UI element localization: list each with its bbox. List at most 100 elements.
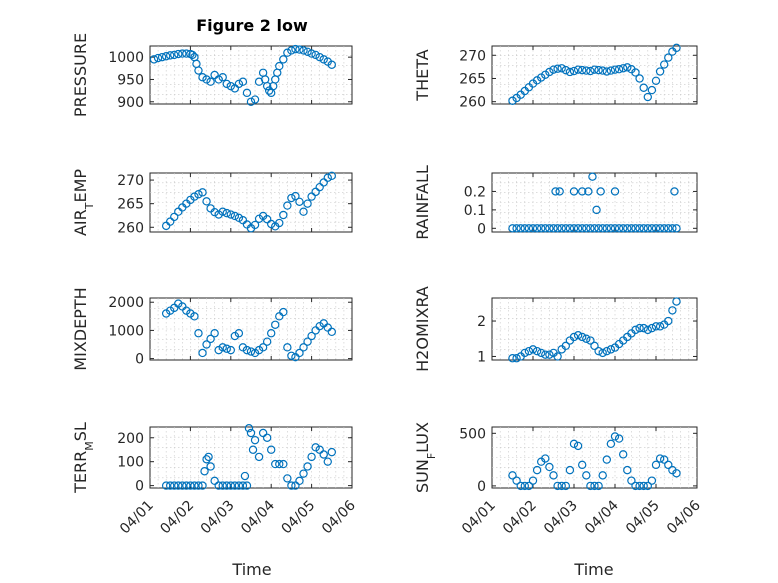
data-point <box>651 224 661 233</box>
data-series <box>508 432 681 491</box>
data-point <box>206 77 215 86</box>
data-point <box>565 465 575 475</box>
data-point <box>315 52 324 62</box>
data-point <box>262 337 272 346</box>
data-point <box>291 481 300 490</box>
data-point <box>248 445 258 454</box>
data-point <box>635 323 644 333</box>
data-point <box>327 447 336 457</box>
data-point <box>635 74 644 83</box>
data-point <box>639 323 648 333</box>
data-point <box>596 187 605 196</box>
data-point <box>647 85 657 95</box>
data-point <box>174 481 183 490</box>
data-point <box>631 68 640 77</box>
data-point <box>178 49 187 58</box>
data-point <box>295 348 304 358</box>
data-point <box>279 459 288 469</box>
data-point <box>594 65 603 75</box>
subplot-theta: 260 265 270 THETA <box>413 43 698 111</box>
data-point <box>234 79 244 89</box>
data-point <box>553 64 562 73</box>
data-point <box>508 471 517 480</box>
y-axis-label: RAINFALL <box>413 165 432 240</box>
data-point <box>242 481 252 490</box>
data-point <box>279 210 288 220</box>
grid <box>150 46 352 104</box>
data-point <box>610 65 620 74</box>
data-point <box>287 351 296 360</box>
data-point <box>182 481 191 490</box>
data-point <box>553 224 562 233</box>
data-point <box>214 481 223 490</box>
data-point <box>610 224 620 233</box>
data-point <box>210 476 219 486</box>
data-point <box>578 187 587 196</box>
data-point <box>569 332 579 342</box>
x-tick-label: 04/02 <box>500 498 540 538</box>
data-point <box>614 64 624 74</box>
data-point <box>643 481 653 491</box>
data-point <box>590 481 599 491</box>
x-axis-label-left: Time <box>231 560 271 579</box>
data-point <box>545 462 554 472</box>
data-point <box>222 208 231 218</box>
data-point <box>323 457 332 466</box>
data-point <box>602 455 612 464</box>
data-point <box>639 83 648 92</box>
data-point <box>311 443 320 452</box>
data-point <box>561 65 571 75</box>
data-point <box>655 67 665 76</box>
subplot-sun-flux: 0 500 SUNFLUX 04/01 04/02 04/03 04/04 04/05 04/0… <box>413 422 704 537</box>
y-tick-label: 2000 <box>108 295 144 311</box>
data-point <box>598 66 607 75</box>
data-point <box>222 79 231 89</box>
data-point <box>244 423 254 433</box>
data-series <box>508 172 681 233</box>
data-point <box>242 345 252 355</box>
data-point <box>655 322 665 331</box>
data-point <box>267 445 276 454</box>
data-point <box>582 334 591 343</box>
data-point <box>319 55 328 64</box>
y-tick-label: 1000 <box>108 323 144 339</box>
y-tick-label: 0 <box>135 352 144 368</box>
data-point <box>206 462 215 471</box>
data-point <box>246 347 256 356</box>
data-point <box>668 306 677 315</box>
data-point <box>602 346 612 356</box>
data-point <box>668 224 677 233</box>
data-point <box>545 67 554 77</box>
data-point <box>614 224 624 233</box>
y-tick-label: 270 <box>117 173 144 189</box>
data-point <box>153 53 163 63</box>
data-point <box>512 354 521 363</box>
y-tick-label: 0.2 <box>464 184 486 200</box>
data-point <box>234 329 244 338</box>
data-point <box>610 187 620 196</box>
data-point <box>647 476 657 485</box>
data-point <box>664 224 673 233</box>
data-point <box>165 481 175 490</box>
data-point <box>555 187 564 196</box>
y-tick-label: 260 <box>459 95 486 111</box>
data-point <box>606 439 616 449</box>
data-point <box>194 66 203 75</box>
data-point <box>651 76 661 86</box>
y-axis-label: SUNFLUX <box>413 422 438 493</box>
data-point <box>565 224 575 233</box>
subplot-pressure: 900 950 1000 PRESSURE <box>71 33 353 117</box>
data-point <box>254 452 264 462</box>
data-point <box>262 81 272 91</box>
data-point <box>664 460 673 470</box>
data-point <box>672 297 681 306</box>
data-point <box>573 441 583 451</box>
data-point <box>283 201 292 210</box>
data-point <box>647 323 657 333</box>
data-point <box>655 454 665 463</box>
data-point <box>569 439 579 449</box>
data-point <box>619 64 628 73</box>
data-point <box>614 434 624 443</box>
data-point <box>210 207 219 217</box>
data-point <box>627 476 636 485</box>
